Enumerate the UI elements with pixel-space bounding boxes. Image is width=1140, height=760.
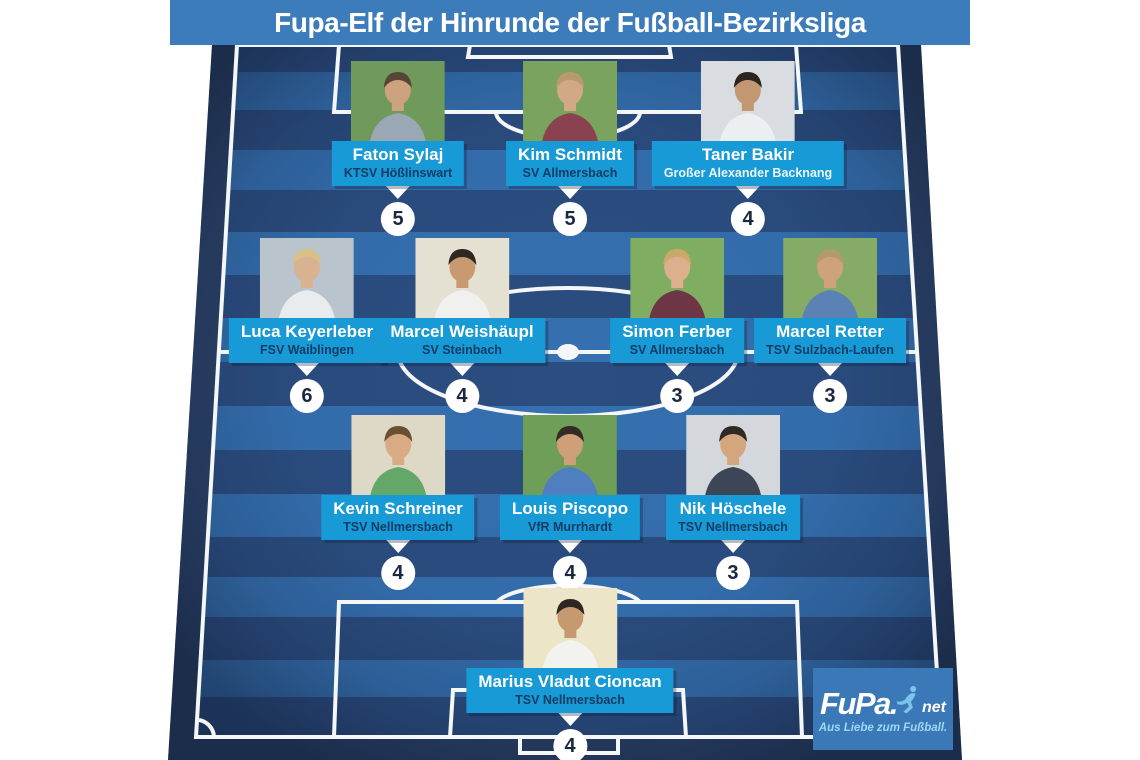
player-label: Marcel Weishäupl SV Steinbach [378, 318, 546, 363]
label-pointer-icon [736, 186, 760, 199]
rating-badge: 6 [289, 379, 324, 413]
fupa-logo: FuPa. net Aus Liebe zum Fußball. [813, 668, 953, 750]
player-card: Marcel Weishäupl SV Steinbach 4 [378, 238, 546, 413]
label-pointer-icon [385, 540, 410, 553]
label-pointer-icon [817, 363, 842, 376]
player-name: Faton Sylaj [352, 145, 444, 164]
player-label: Faton Sylaj KTSV Hößlinswart [331, 141, 465, 186]
player-label: Taner Bakir Großer Alexander Backnang [651, 141, 845, 186]
player-photo [701, 61, 795, 147]
player-name: Marcel Weishäupl [390, 322, 534, 341]
player-name: Taner Bakir [701, 145, 795, 164]
person-silhouette-icon [685, 415, 780, 501]
player-label: Marius Vladut Cioncan TSV Nellmersbach [466, 668, 674, 713]
player-club: FSV Waiblingen [260, 343, 354, 357]
player-card: Louis Piscopo VfR Murrhardt 4 [499, 415, 641, 590]
label-pointer-icon [558, 540, 582, 553]
person-silhouette-icon [523, 415, 617, 501]
player-card: Kim Schmidt SV Allmersbach 5 [506, 61, 634, 236]
player-name: Simon Ferber [622, 322, 732, 341]
rating-badge: 5 [381, 202, 415, 236]
player-card: Faton Sylaj KTSV Hößlinswart 5 [331, 61, 465, 236]
page-title: Fupa-Elf der Hinrunde der Fußball-Bezirk… [274, 6, 866, 38]
player-card: Nik Höschele TSV Nellmersbach 3 [666, 415, 800, 590]
footballer-icon [895, 684, 921, 719]
rating-badge: 4 [380, 556, 415, 590]
player-label: Luca Keyerleber FSV Waiblingen [228, 318, 386, 363]
rating-badge: 5 [553, 202, 587, 236]
player-name: Louis Piscopo [511, 499, 629, 518]
player-club: SV Allmersbach [629, 343, 725, 357]
label-pointer-icon [558, 713, 582, 726]
player-name: Luca Keyerleber [240, 322, 374, 341]
player-name: Marius Vladut Cioncan [478, 672, 662, 691]
player-label: Louis Piscopo VfR Murrhardt [499, 495, 641, 540]
player-club: TSV Nellmersbach [515, 693, 625, 707]
header-banner: Fupa-Elf der Hinrunde der Fußball-Bezirk… [170, 0, 970, 45]
person-silhouette-icon [259, 238, 354, 324]
player-card: Taner Bakir Großer Alexander Backnang 4 [651, 61, 845, 236]
player-photo [523, 415, 617, 501]
player-club: SV Allmersbach [522, 166, 618, 180]
center-spot [557, 344, 579, 360]
rating-badge: 4 [553, 556, 587, 590]
player-photo [350, 415, 445, 501]
player-club: TSV Nellmersbach [343, 520, 453, 534]
person-silhouette-icon [414, 238, 509, 324]
player-name: Marcel Retter [776, 322, 884, 341]
player-club: TSV Nellmersbach [678, 520, 788, 534]
player-label: Kevin Schreiner TSV Nellmersbach [321, 495, 475, 540]
person-silhouette-icon [523, 588, 617, 674]
label-pointer-icon [558, 186, 582, 199]
player-label: Simon Ferber SV Allmersbach [610, 318, 744, 363]
player-photo [523, 588, 617, 674]
player-label: Kim Schmidt SV Allmersbach [506, 141, 634, 186]
player-photo [351, 61, 445, 147]
person-silhouette-icon [701, 61, 795, 147]
player-label: Nik Höschele TSV Nellmersbach [666, 495, 800, 540]
player-photo [782, 238, 877, 324]
player-club: KTSV Hößlinswart [343, 166, 453, 180]
label-pointer-icon [720, 540, 745, 553]
rating-badge: 4 [731, 202, 765, 236]
player-club: Großer Alexander Backnang [663, 166, 833, 180]
player-club: SV Steinbach [422, 343, 502, 357]
player-photo [685, 415, 780, 501]
fupa-logo-row: FuPa. net [820, 684, 946, 719]
player-card: Marcel Retter TSV Sulzbach-Laufen 3 [754, 238, 906, 413]
rating-badge: 3 [812, 379, 847, 413]
player-card: Simon Ferber SV Allmersbach 3 [610, 238, 744, 413]
player-name: Kim Schmidt [518, 145, 622, 164]
player-card: Kevin Schreiner TSV Nellmersbach 4 [321, 415, 475, 590]
rating-badge: 4 [553, 729, 587, 760]
person-silhouette-icon [782, 238, 877, 324]
player-photo [523, 61, 617, 147]
player-card: Luca Keyerleber FSV Waiblingen 6 [228, 238, 386, 413]
label-pointer-icon [665, 363, 689, 376]
rating-badge: 4 [444, 379, 479, 413]
person-silhouette-icon [351, 61, 445, 147]
player-photo [259, 238, 354, 324]
player-name: Kevin Schreiner [333, 499, 463, 518]
label-pointer-icon [294, 363, 319, 376]
person-silhouette-icon [523, 61, 617, 147]
player-photo [414, 238, 509, 324]
fupa-tagline: Aus Liebe zum Fußball. [818, 722, 948, 734]
player-club: TSV Sulzbach-Laufen [766, 343, 894, 357]
player-label: Marcel Retter TSV Sulzbach-Laufen [754, 318, 906, 363]
fupa-logo-tld: net [921, 699, 946, 716]
person-silhouette-icon [630, 238, 724, 324]
player-name: Nik Höschele [679, 499, 787, 518]
person-silhouette-icon [350, 415, 445, 501]
rating-badge: 3 [715, 556, 750, 590]
label-pointer-icon [386, 186, 410, 199]
rating-badge: 3 [660, 379, 694, 413]
fupa-logo-text: FuPa. [820, 686, 898, 721]
player-club: VfR Murrhardt [527, 520, 613, 534]
player-photo [630, 238, 724, 324]
player-card: Marius Vladut Cioncan TSV Nellmersbach 4 [466, 588, 674, 760]
label-pointer-icon [449, 363, 474, 376]
